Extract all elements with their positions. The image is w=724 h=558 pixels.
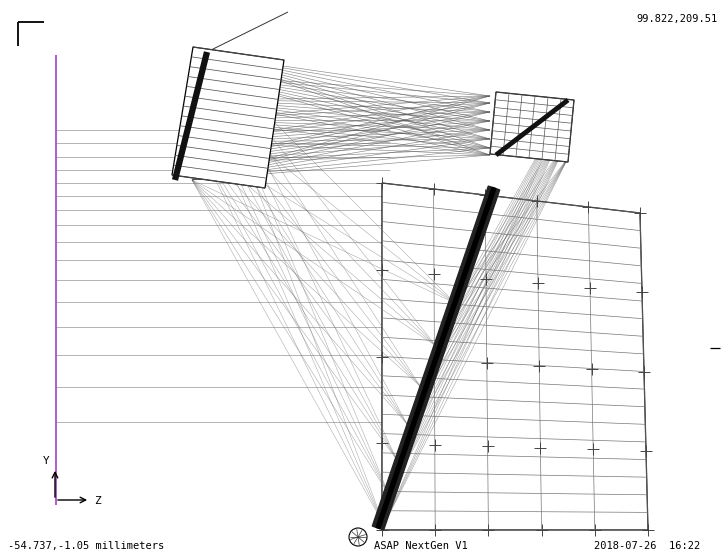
Text: Z: Z	[94, 496, 101, 506]
Polygon shape	[376, 187, 496, 528]
Polygon shape	[372, 186, 500, 530]
Text: ASAP NextGen V1: ASAP NextGen V1	[374, 541, 468, 551]
Text: Y: Y	[43, 456, 49, 466]
Text: 2018-07-26  16:22: 2018-07-26 16:22	[594, 541, 700, 551]
Text: 99.822,209.51: 99.822,209.51	[636, 14, 718, 24]
Polygon shape	[172, 47, 284, 188]
Text: -54.737,-1.05 millimeters: -54.737,-1.05 millimeters	[8, 541, 164, 551]
Polygon shape	[382, 183, 648, 530]
Polygon shape	[490, 92, 574, 162]
